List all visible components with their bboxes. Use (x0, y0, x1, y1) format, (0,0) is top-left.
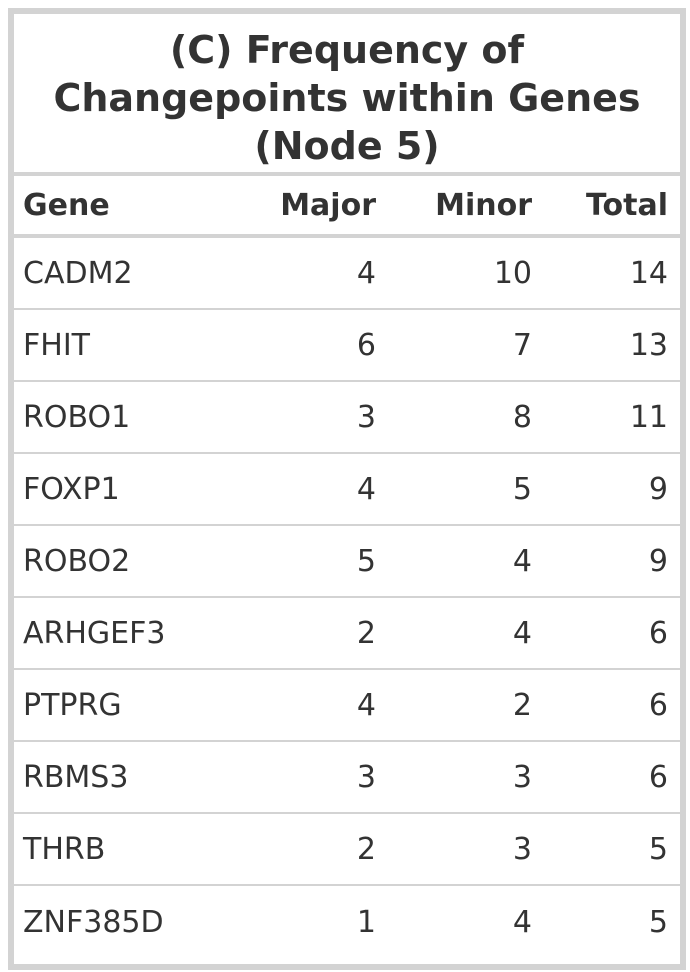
cell-gene: ZNF385D (23, 904, 164, 940)
cell-minor: 7 (512, 327, 532, 363)
table-row: FHIT 6 7 13 (14, 310, 680, 382)
cell-gene: THRB (23, 831, 106, 867)
cell-gene: PTPRG (23, 687, 122, 723)
table-row: FOXP1 4 5 9 (14, 454, 680, 526)
cell-minor: 8 (512, 399, 532, 435)
cell-gene: ARHGEF3 (23, 615, 166, 651)
cell-total: 6 (648, 687, 668, 723)
cell-minor: 4 (512, 904, 532, 940)
table-row: ZNF385D 1 4 5 (14, 886, 680, 958)
table-title-line-1: (C) Frequency of (169, 28, 525, 72)
header-gene: Gene (23, 187, 110, 223)
cell-total: 6 (648, 615, 668, 651)
table-row: CADM2 4 10 14 (14, 238, 680, 310)
cell-major: 4 (356, 687, 376, 723)
table-row: RBMS3 3 3 6 (14, 742, 680, 814)
table-row: PTPRG 4 2 6 (14, 670, 680, 742)
cell-gene: RBMS3 (23, 759, 129, 795)
table-row: ARHGEF3 2 4 6 (14, 598, 680, 670)
cell-minor: 10 (493, 255, 532, 291)
cell-major: 3 (356, 759, 376, 795)
cell-gene: FHIT (23, 327, 90, 363)
cell-major: 3 (356, 399, 376, 435)
data-table: (C) Frequency of Changepoints within Gen… (8, 8, 686, 970)
cell-total: 6 (648, 759, 668, 795)
cell-gene: FOXP1 (23, 471, 120, 507)
cell-major: 2 (356, 831, 376, 867)
cell-major: 6 (356, 327, 376, 363)
cell-minor: 4 (512, 615, 532, 651)
cell-gene: CADM2 (23, 255, 133, 291)
cell-minor: 5 (512, 471, 532, 507)
cell-gene: ROBO1 (23, 399, 131, 435)
cell-major: 5 (356, 543, 376, 579)
cell-gene: ROBO2 (23, 543, 131, 579)
table-title-line-2: Changepoints within Genes (53, 76, 641, 120)
cell-minor: 3 (512, 831, 532, 867)
cell-major: 4 (356, 471, 376, 507)
table-row: ROBO2 5 4 9 (14, 526, 680, 598)
cell-minor: 4 (512, 543, 532, 579)
header-total: Total (586, 187, 668, 223)
table-title-line-3: (Node 5) (254, 124, 440, 168)
table-header-row: Gene Major Minor Total (14, 176, 680, 238)
table-body: CADM2 4 10 14 FHIT 6 7 13 ROBO1 3 8 11 F… (14, 238, 680, 958)
cell-total: 13 (629, 327, 668, 363)
table-row: THRB 2 3 5 (14, 814, 680, 886)
cell-minor: 3 (512, 759, 532, 795)
table-row: ROBO1 3 8 11 (14, 382, 680, 454)
cell-total: 11 (629, 399, 668, 435)
cell-total: 5 (648, 831, 668, 867)
cell-minor: 2 (512, 687, 532, 723)
cell-major: 4 (356, 255, 376, 291)
cell-major: 2 (356, 615, 376, 651)
cell-total: 14 (629, 255, 668, 291)
cell-total: 5 (648, 904, 668, 940)
cell-major: 1 (356, 904, 376, 940)
table-title: (C) Frequency of Changepoints within Gen… (14, 14, 680, 176)
header-major: Major (280, 187, 376, 223)
header-minor: Minor (435, 187, 532, 223)
cell-total: 9 (648, 471, 668, 507)
cell-total: 9 (648, 543, 668, 579)
